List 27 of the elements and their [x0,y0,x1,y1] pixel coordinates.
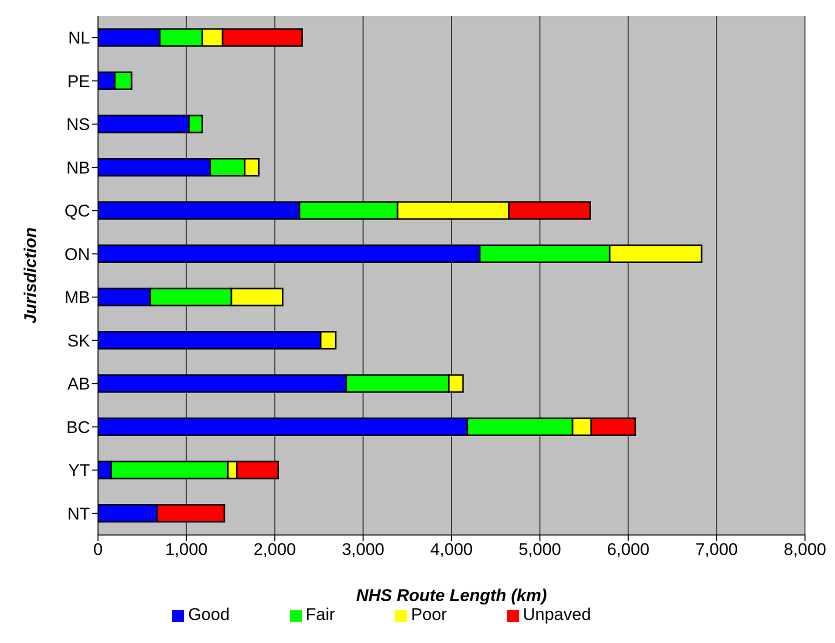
y-tick-label: AB [67,374,90,394]
x-tick-label: 7,000 [695,540,738,560]
y-tick-label: PE [67,72,90,91]
x-tick-label: 5,000 [518,540,562,560]
y-tick-label: BC [66,418,90,437]
x-tick-label: 2,000 [253,540,296,560]
y-tick-label: MB [64,288,90,308]
legend-label: Fair [306,605,335,624]
y-tick-label: ON [64,244,90,264]
legend-label: Poor [410,605,447,624]
y-tick-label: NS [66,115,90,134]
x-tick-label: 3,000 [342,540,384,560]
x-tick-label: 6,000 [606,540,650,560]
x-axis-title: NHS Route Length (km) [356,586,548,605]
legend-label: Unpaved [522,605,591,624]
y-tick-label: NL [68,28,90,48]
x-tick-label: 1,000 [165,540,208,560]
y-tick-label: SK [67,331,91,350]
y-axis-title: Jurisdiction [21,227,40,324]
legend-label: Good [188,605,230,624]
y-tick-label: NB [66,158,90,178]
y-tick-label: NT [67,504,90,524]
y-tick-label: QC [64,202,90,221]
y-tick-label: YT [68,461,90,480]
x-tick-label: 0 [93,540,103,560]
x-tick-label: 4,000 [430,540,473,560]
x-tick-label: 8,000 [784,540,826,560]
